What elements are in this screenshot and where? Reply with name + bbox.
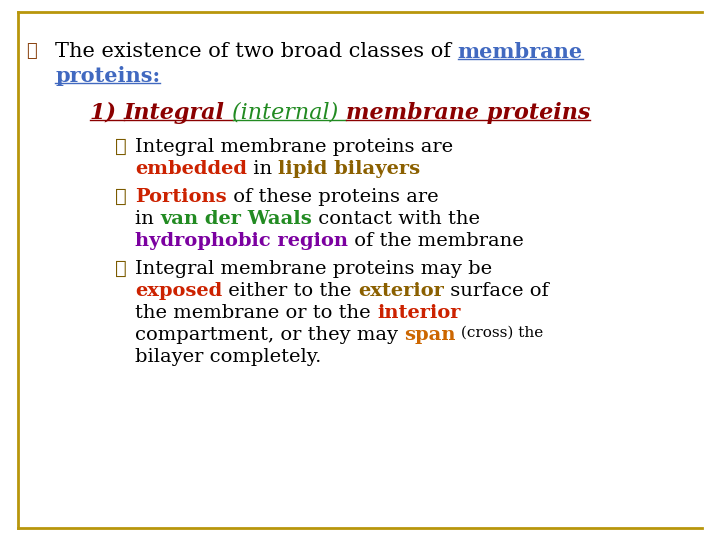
Text: hydrophobic region: hydrophobic region (135, 232, 348, 250)
Text: compartment, or they may: compartment, or they may (135, 326, 404, 344)
Text: interior: interior (377, 304, 460, 322)
Text: Portions: Portions (135, 188, 227, 206)
Text: of these proteins are: of these proteins are (227, 188, 438, 206)
Text: van der Waals: van der Waals (160, 210, 312, 228)
Text: contact with the: contact with the (312, 210, 480, 228)
Text: embedded: embedded (135, 160, 247, 178)
Text: surface of: surface of (444, 282, 549, 300)
Text: either to the: either to the (222, 282, 358, 300)
Text: ✓: ✓ (115, 188, 127, 206)
Text: The existence of two broad classes of: The existence of two broad classes of (55, 42, 458, 61)
Text: bilayer completely.: bilayer completely. (135, 348, 321, 366)
Text: membrane: membrane (458, 42, 582, 62)
Text: membrane proteins: membrane proteins (346, 102, 590, 124)
Text: ✓: ✓ (115, 260, 127, 278)
Text: (internal): (internal) (233, 102, 346, 124)
Text: exposed: exposed (135, 282, 222, 300)
Text: ✓: ✓ (115, 138, 127, 156)
Text: ❖: ❖ (26, 42, 37, 60)
Text: Integral membrane proteins are: Integral membrane proteins are (135, 138, 453, 156)
Text: (cross) the: (cross) the (456, 326, 543, 340)
Text: 1): 1) (90, 102, 124, 124)
Text: proteins:: proteins: (55, 66, 160, 86)
Text: span: span (404, 326, 456, 344)
Text: in: in (247, 160, 279, 178)
Text: Integral: Integral (124, 102, 233, 124)
Text: Integral membrane proteins may be: Integral membrane proteins may be (135, 260, 492, 278)
Text: of the membrane: of the membrane (348, 232, 523, 250)
Text: lipid bilayers: lipid bilayers (279, 160, 420, 178)
Text: exterior: exterior (358, 282, 444, 300)
Text: the membrane or to the: the membrane or to the (135, 304, 377, 322)
Text: in: in (135, 210, 160, 228)
